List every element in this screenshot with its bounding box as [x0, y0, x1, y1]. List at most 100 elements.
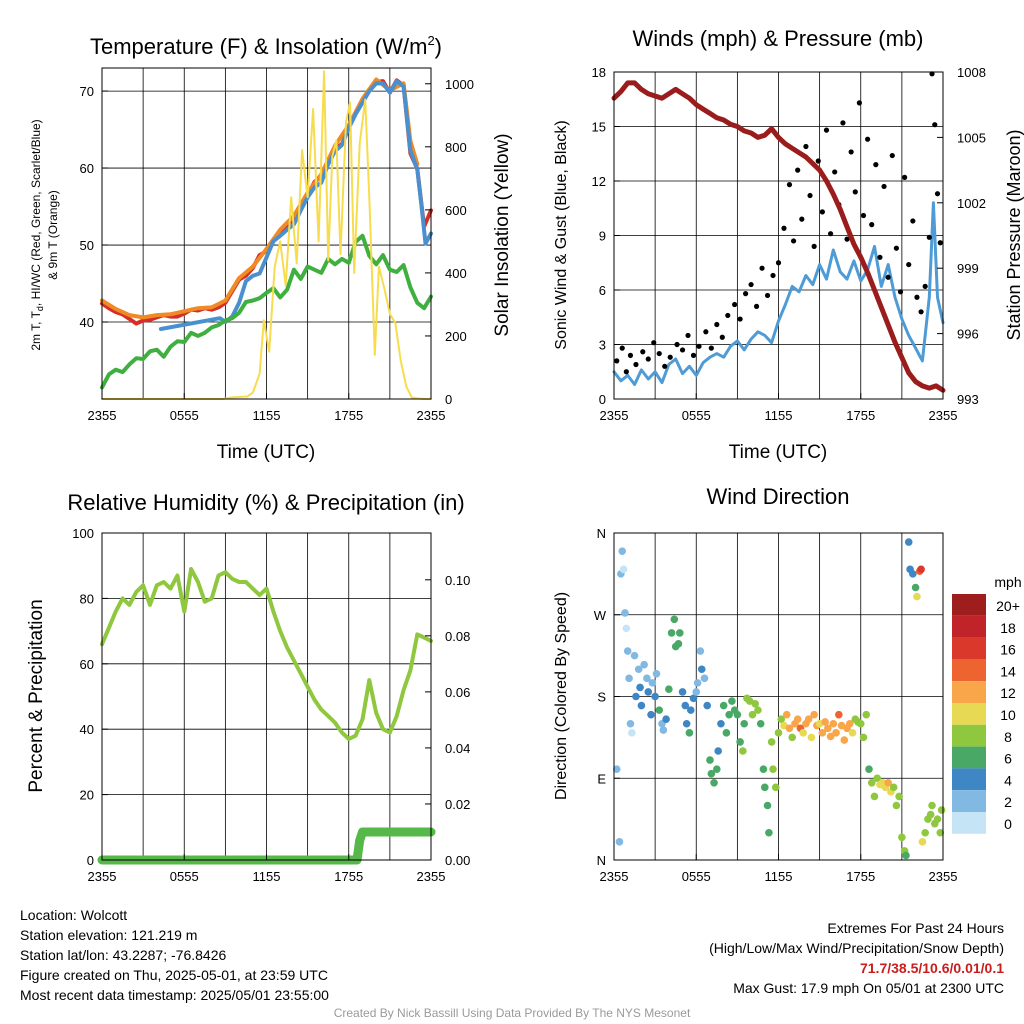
x-tick-label: 1755 [334, 869, 363, 884]
temperature-ticks: 2355 0555 1155 1755 2355 40 50 60 70 0 200 400 600 80… [80, 77, 474, 423]
temperature-ylabel-line2: & 9m T (Orange) [46, 190, 60, 280]
gust-point [732, 301, 738, 308]
direction-point [681, 701, 690, 710]
direction-point [769, 765, 777, 773]
x-tick-label: 1755 [846, 869, 875, 884]
gust-point [932, 122, 938, 128]
gust-point [662, 363, 668, 369]
direction-point [937, 806, 946, 814]
gust-point [759, 265, 765, 271]
gust-point [674, 341, 680, 348]
gust-point [827, 231, 834, 237]
direction-point [904, 538, 913, 546]
direction-point [717, 719, 725, 728]
direction-point [867, 778, 876, 787]
direction-point [771, 783, 780, 792]
direction-point [824, 724, 832, 733]
y2-tick-label: 200 [445, 329, 467, 344]
direction-point [719, 701, 728, 710]
gust-point [795, 167, 801, 173]
wind-direction-points [612, 538, 946, 860]
colorbar-label: 4 [1004, 772, 1012, 788]
direction-point [612, 765, 621, 773]
y-tick-label: S [597, 690, 606, 705]
x-tick-label: 2355 [929, 869, 958, 884]
x-tick-label: 1155 [253, 408, 281, 423]
direction-point [785, 724, 794, 733]
winds-ylabel: Sonic Wind & Gust (Blue, Black) [553, 120, 570, 349]
temperature-ylabel-line1: 2m T, Td, HI/WC (Red, Green, Scarlet/Blu… [29, 119, 45, 350]
direction-point [913, 592, 921, 601]
gust-point [815, 158, 821, 164]
colorbar-label: 8 [1004, 729, 1012, 745]
winds-ticks: 2355 0555 1155 1755 235503691215189939969991… [592, 65, 986, 423]
gust-point [799, 216, 805, 222]
y2-tick-label: 0.10 [445, 573, 470, 588]
gust-point [753, 303, 760, 309]
station-info: Location: Wolcott Station elevation: 121… [20, 905, 329, 1005]
gust-point [679, 347, 686, 353]
y2-tick-label: 0.04 [445, 741, 470, 756]
x-tick-label: 0555 [682, 869, 711, 884]
gust-point [877, 254, 883, 260]
direction-point [725, 710, 733, 719]
y-tick-label: N [597, 526, 606, 541]
y-tick-label: 0 [599, 392, 606, 407]
gust-point [770, 272, 776, 279]
direction-point [793, 715, 802, 724]
y-tick-label: 40 [80, 315, 94, 330]
extremes-title: Extremes For Past 24 Hours [827, 920, 1004, 936]
y2-tick-label: 1005 [957, 130, 986, 145]
gust-point [645, 356, 651, 362]
direction-point [892, 801, 901, 810]
gust-point [640, 349, 646, 355]
colorbar-swatch [952, 637, 986, 660]
gust-point [619, 345, 625, 351]
direction-point [713, 765, 721, 773]
direction-point [700, 674, 709, 683]
direction-point [748, 710, 757, 719]
gust-point [667, 354, 673, 360]
winds-xlabel: Time (UTC) [729, 442, 828, 463]
direction-point [763, 801, 772, 810]
max-gust: Max Gust: 17.9 mph On 05/01 at 2300 UTC [733, 980, 1004, 996]
x-tick-label: 0555 [682, 408, 711, 423]
y2-tick-label: 0 [445, 392, 452, 407]
x-tick-label: 2355 [88, 869, 117, 884]
direction-point [682, 719, 691, 728]
direction-point [865, 765, 873, 773]
direction-point [898, 833, 906, 842]
colorbar-label: 6 [1004, 751, 1012, 767]
direction-point [710, 778, 718, 787]
direction-point [634, 665, 643, 674]
y2-tick-label: 1008 [957, 65, 986, 80]
x-tick-label: 2355 [600, 408, 629, 423]
scarlet-blue-hi-wc--line [158, 79, 433, 331]
colorbar-swatch [952, 681, 986, 703]
direction-point [722, 729, 731, 737]
station-elevation: Station elevation: 121.219 m [20, 927, 198, 943]
y-tick-label: 12 [592, 174, 606, 189]
insolation-ylabel: Solar Insolation (Yellow) [492, 133, 513, 336]
direction-point [644, 688, 653, 696]
direction-point [648, 679, 657, 687]
wind-direction-ylabel: Direction (Colored By Speed) [553, 592, 570, 800]
wind-direction-grid [614, 533, 943, 860]
gust-point [748, 281, 754, 288]
gust-point [910, 218, 916, 224]
direction-point [810, 710, 818, 719]
gust-point [690, 352, 697, 358]
temperature-xlabel: Time (UTC) [217, 442, 316, 463]
y2-tick-label: 1000 [445, 77, 474, 92]
direction-point [622, 624, 631, 633]
direction-point [637, 701, 646, 710]
direction-point [921, 828, 929, 837]
direction-point [628, 729, 636, 737]
y-tick-label: 0 [87, 853, 94, 868]
direction-point [686, 706, 695, 714]
direction-point [652, 669, 661, 678]
direction-point [917, 565, 925, 574]
direction-point [619, 565, 628, 574]
direction-point [662, 715, 670, 724]
direction-point [707, 769, 716, 778]
